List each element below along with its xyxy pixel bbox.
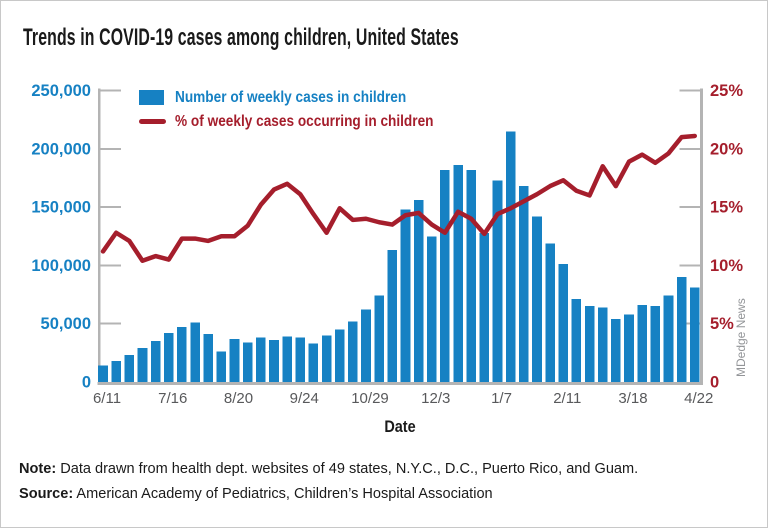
weekly-cases-bar: [321, 335, 332, 382]
weekly-cases-bar: [177, 327, 187, 382]
watermark: MDedge News: [734, 298, 748, 377]
y-right-tick-label: 5%: [710, 315, 734, 333]
weekly-cases-bar: [124, 355, 135, 382]
weekly-cases-bar: [348, 321, 358, 382]
weekly-cases-bar: [466, 169, 476, 382]
x-tick-label: 7/16: [158, 390, 187, 407]
source-text: American Academy of Pediatrics, Children…: [73, 485, 493, 502]
x-tick-label: 2/11: [553, 390, 581, 407]
legend-item-pct: % of weekly cases occurring in children: [139, 113, 469, 130]
weekly-cases-bar: [190, 322, 200, 382]
weekly-cases-bar: [308, 343, 319, 382]
x-tick-label: 8/20: [224, 390, 253, 407]
weekly-cases-bar: [229, 338, 240, 382]
weekly-cases-bar: [650, 306, 661, 382]
weekly-cases-bar: [163, 333, 174, 382]
x-tick-label: 10/29: [351, 390, 389, 407]
legend-label-cases: Number of weekly cases in children: [175, 88, 407, 106]
weekly-cases-bar: [150, 341, 161, 382]
weekly-cases-bar: [597, 307, 608, 382]
weekly-cases-bar: [282, 336, 292, 382]
legend-label-pct: % of weekly cases occurring in children: [175, 112, 434, 130]
weekly-cases-bar: [137, 348, 148, 382]
weekly-cases-bar: [413, 200, 424, 382]
note-text: Data drawn from health dept. websites of…: [56, 460, 639, 477]
weekly-cases-bar: [440, 169, 450, 382]
y-left-tick-label: 250,000: [31, 82, 91, 100]
note-label: Note:: [19, 460, 57, 477]
weekly-cases-bar: [545, 243, 555, 382]
x-axis-line: [97, 382, 703, 385]
weekly-cases-bar: [400, 209, 411, 382]
pct-line: [100, 133, 697, 263]
chart-title: Trends in COVID-19 cases among children,…: [23, 24, 459, 51]
weekly-cases-bar: [532, 216, 542, 382]
weekly-cases-bar: [203, 334, 213, 382]
weekly-cases-bar: [584, 306, 595, 382]
weekly-cases-bar: [256, 337, 266, 382]
source-label: Source:: [19, 485, 74, 502]
y-left-tick-label: 0: [82, 374, 91, 392]
note-line: Note: Data drawn from health dept. websi…: [19, 460, 638, 477]
y-right-tick-label: 20%: [710, 140, 743, 158]
weekly-cases-bar: [216, 351, 227, 382]
weekly-cases-bar: [111, 361, 121, 382]
weekly-cases-bar: [676, 277, 687, 382]
weekly-cases-bar: [374, 295, 384, 382]
weekly-cases-bar: [637, 305, 647, 382]
x-tick-label: 3/18: [618, 390, 647, 407]
x-tick-label: 9/24: [290, 390, 319, 407]
weekly-cases-bar: [571, 299, 582, 382]
x-tick-label: 1/7: [491, 390, 512, 407]
weekly-cases-bar: [361, 309, 371, 382]
y-right-tick-label: 25%: [710, 82, 743, 100]
weekly-cases-bar: [295, 337, 306, 382]
source-line: Source: American Academy of Pediatrics, …: [19, 485, 493, 502]
weekly-cases-bar: [242, 342, 253, 382]
weekly-cases-bar: [334, 329, 345, 382]
y-left-tick-label: 50,000: [41, 315, 91, 333]
weekly-cases-bar: [453, 165, 463, 382]
y-left-tick-label: 150,000: [31, 199, 91, 217]
x-tick-label: 12/3: [421, 390, 450, 407]
weekly-cases-bar: [479, 232, 490, 382]
weekly-cases-bar: [611, 319, 621, 382]
y-right-tick-label: 0: [710, 374, 719, 392]
y-right-tick-label: 15%: [710, 199, 743, 217]
x-tick-label: 4/22: [684, 390, 713, 407]
weekly-cases-bar: [624, 314, 634, 382]
weekly-cases-bar: [558, 264, 569, 382]
y-left-tick-label: 100,000: [31, 257, 91, 275]
weekly-cases-bar: [519, 186, 529, 382]
bar-swatch-icon: [139, 90, 164, 105]
weekly-cases-bar: [663, 295, 674, 382]
weekly-cases-bar: [492, 180, 503, 382]
weekly-cases-bar: [426, 236, 437, 382]
legend: Number of weekly cases in children % of …: [139, 89, 469, 137]
weekly-cases-bar: [505, 131, 516, 382]
y-right-tick-label: 10%: [710, 257, 743, 275]
weekly-cases-bar: [387, 250, 398, 382]
y-left-tick-label: 200,000: [31, 140, 91, 158]
line-swatch-icon: [139, 119, 166, 124]
weekly-cases-bar: [689, 287, 700, 382]
weekly-cases-bar: [269, 340, 279, 382]
x-axis-title: Date: [384, 417, 416, 436]
x-tick-label: 6/11: [93, 390, 121, 407]
legend-item-cases: Number of weekly cases in children: [139, 89, 469, 106]
weekly-cases-bar: [98, 365, 108, 382]
